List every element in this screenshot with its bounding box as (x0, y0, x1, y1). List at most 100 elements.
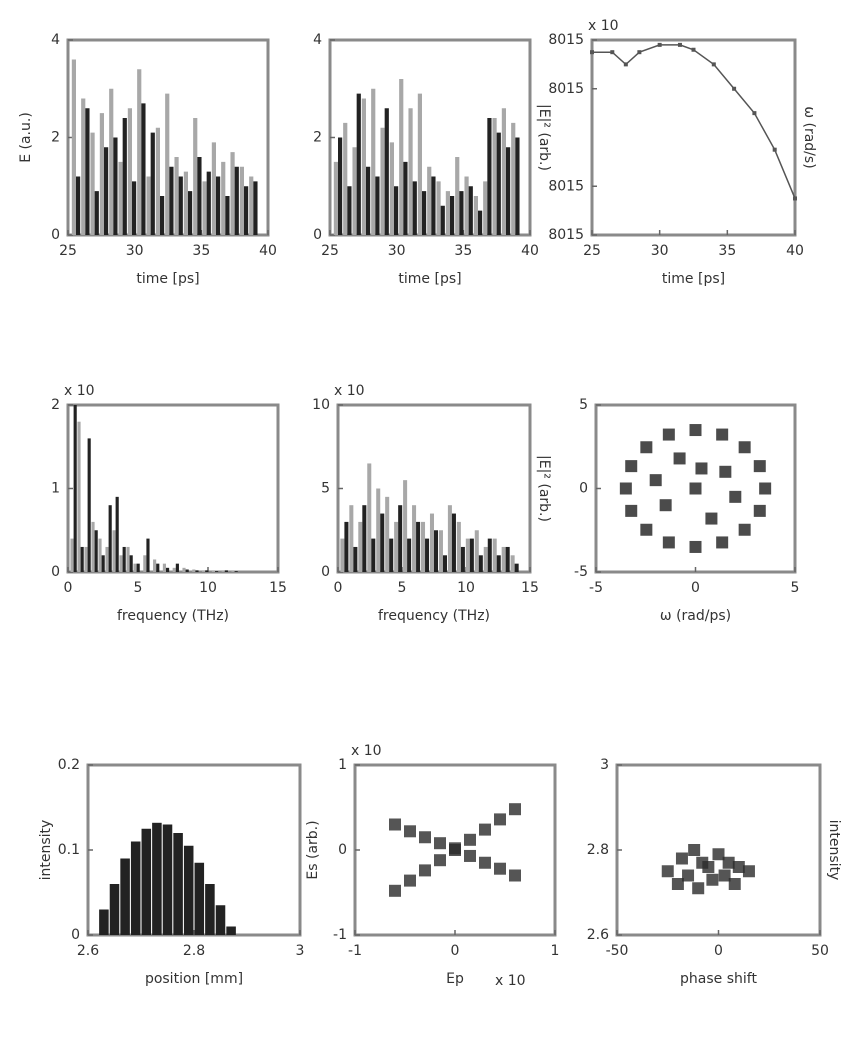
point (649, 474, 662, 487)
bar (109, 88, 114, 235)
bar (205, 884, 215, 935)
x-tick-label: 40 (786, 243, 804, 259)
bar (358, 521, 363, 572)
bar (70, 538, 74, 572)
bar (172, 567, 176, 572)
bar (436, 181, 441, 235)
bar (206, 171, 211, 235)
bar (249, 176, 254, 235)
bar (506, 147, 511, 235)
marker (711, 62, 716, 67)
bar (215, 905, 226, 935)
bar (459, 191, 464, 235)
bar (81, 98, 86, 235)
bar (99, 909, 109, 935)
bar (440, 205, 445, 235)
point (389, 884, 401, 897)
bar (352, 147, 357, 235)
x-tick-label: 30 (126, 243, 144, 259)
bar (221, 161, 226, 235)
y-tick-label: 2.6 (587, 927, 609, 943)
point (464, 849, 476, 862)
x-tick-label: 0 (714, 943, 723, 959)
bar (183, 845, 194, 935)
y-tick-label: 2 (313, 130, 322, 146)
point (738, 441, 751, 454)
bar (211, 142, 216, 235)
x-axis-label: frequency (THz) (117, 608, 229, 624)
x-tick-label: 25 (321, 243, 339, 259)
bar (173, 833, 183, 935)
point (671, 878, 684, 890)
y-tick-label: 0 (313, 227, 322, 243)
bar (407, 538, 412, 572)
bar (146, 176, 151, 235)
plot-frame (590, 38, 797, 237)
bar (514, 563, 519, 572)
y-axis-label: intensity (38, 820, 54, 881)
point (759, 482, 772, 495)
bar (132, 181, 137, 235)
point (662, 428, 675, 441)
point (692, 882, 705, 895)
x-tick-label: 40 (259, 243, 277, 259)
y-tick-label: 8015 (548, 227, 584, 243)
y-tick-label: -5 (574, 564, 588, 580)
point (732, 861, 745, 873)
bar (429, 513, 434, 572)
bar (185, 569, 189, 572)
bar (376, 488, 381, 572)
point (494, 813, 506, 826)
bar (398, 505, 403, 572)
x-tick-label: 2.6 (77, 943, 99, 959)
y-tick-label: 4 (51, 32, 60, 48)
bar (169, 166, 174, 235)
multiplier: x 10 (351, 743, 382, 759)
bar (496, 555, 501, 572)
x-tick-label: 30 (651, 243, 669, 259)
bar (340, 538, 345, 572)
bar (496, 132, 501, 235)
bar (416, 521, 421, 572)
point (494, 862, 506, 875)
marker (657, 42, 662, 47)
point (722, 856, 735, 869)
bar (188, 191, 193, 235)
y-tick-label: 0.1 (58, 842, 80, 858)
bar (202, 181, 207, 235)
bar (98, 538, 102, 572)
point (404, 874, 416, 887)
y-tick-label: 1 (51, 481, 60, 497)
point (659, 499, 672, 512)
bar (197, 157, 202, 235)
bar (195, 570, 199, 572)
point (742, 865, 755, 878)
point (753, 460, 766, 473)
bar (380, 513, 385, 572)
point (688, 844, 701, 856)
point (689, 482, 702, 495)
x-tick-label: 15 (269, 580, 287, 596)
bar (126, 546, 130, 572)
point (640, 441, 653, 454)
bar (94, 191, 99, 235)
bar (412, 181, 417, 235)
x-tick-label: 25 (59, 243, 77, 259)
point (753, 504, 766, 517)
y-tick-label: 0.2 (58, 757, 80, 773)
x-tick-label: -5 (589, 580, 603, 596)
bar (146, 538, 150, 572)
bar (403, 480, 408, 572)
bar (162, 824, 173, 935)
point (479, 856, 491, 869)
bar (226, 926, 236, 935)
x-tick-label: 10 (457, 580, 475, 596)
bar (492, 538, 497, 572)
marker (793, 196, 797, 201)
bar (174, 157, 179, 235)
bar (71, 59, 76, 235)
bar (183, 171, 188, 235)
bar (483, 181, 488, 235)
bar (76, 176, 81, 235)
